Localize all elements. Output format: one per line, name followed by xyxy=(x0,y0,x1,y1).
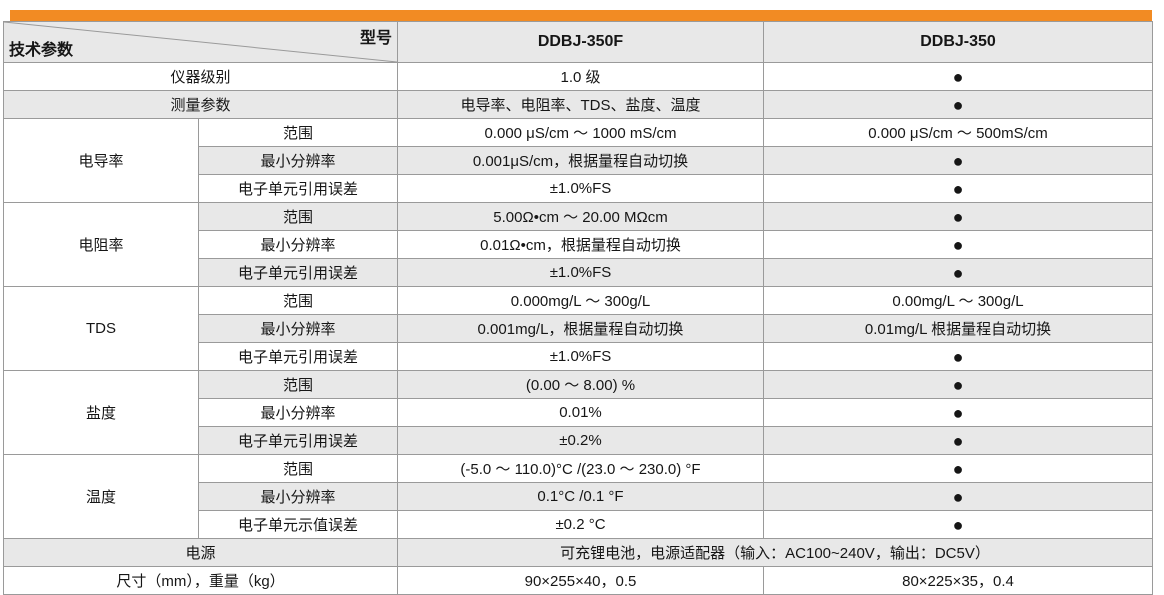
group-label-cell: 温度 xyxy=(3,454,199,539)
spec-cell: 电子单元引用误差 xyxy=(198,258,398,287)
group-label-cell: 盐度 xyxy=(3,370,199,455)
spec-cell: ● xyxy=(763,62,1153,91)
group-label-cell: TDS xyxy=(3,286,199,371)
table-row: 电子单元引用误差 ±0.2% ● xyxy=(4,426,1153,455)
spec-cell: 0.000 μS/cm ～ 500mS/cm xyxy=(763,118,1153,147)
spec-cell: 电子单元示值误差 xyxy=(198,510,398,539)
spec-cell: 范围 xyxy=(198,118,398,147)
table-row: 电阻率 范围 5.00Ω•cm ～ 20.00 MΩcm ● xyxy=(3,202,1153,287)
spec-cell: ● xyxy=(763,398,1153,427)
spec-cell: 最小分辨率 xyxy=(198,398,398,427)
spec-cell: ±1.0%FS xyxy=(397,258,764,287)
diagonal-divider xyxy=(4,22,397,62)
table-row: 尺寸（mm），重量（kg） 90×255×40，0.5 80×225×35，0.4 xyxy=(3,566,1153,595)
spec-cell: 0.001μS/cm，根据量程自动切换 xyxy=(397,146,764,175)
table-row: 电导率 范围 0.000 μS/cm ～ 1000 mS/cm 0.000 μS/cm… xyxy=(3,118,1153,203)
spec-cell: ● xyxy=(763,342,1153,371)
spec-cell: 电子单元引用误差 xyxy=(198,342,398,371)
spec-sheet: 型号 技术参数 DDBJ-350F DDBJ-350 仪器级别 1.0 级 ● 测量参… xyxy=(3,10,1153,595)
merged-label-cell: 可充锂电池，电源适配器（输入：AC100~240V，输出：DC5V） xyxy=(397,538,1153,567)
table-row: 盐度 范围 (0.00 ～ 8.00) % ● xyxy=(3,370,1153,455)
column-header-ddbj-350: DDBJ-350 xyxy=(763,21,1153,63)
merged-label-cell: 电源 xyxy=(3,538,398,567)
spec-cell: 0.000mg/L ～ 300g/L xyxy=(397,286,764,315)
merged-label-cell: 仪器级别 xyxy=(3,62,398,91)
spec-table-body: 仪器级别 1.0 级 ● 测量参数 电导率、电阻率、TDS、盐度、温度 ● 电导率 范围 0.0… xyxy=(3,62,1153,595)
spec-cell: ● xyxy=(763,258,1153,287)
table-row: 最小分辨率 0.001mg/L，根据量程自动切换 0.01mg/L 根据量程自动切换 xyxy=(4,314,1153,343)
group-label-cell: 电导率 xyxy=(3,118,199,203)
table-row: 温度 范围 (-5.0 ～ 110.0)°C /(23.0 ～ 230.0) °F ● xyxy=(3,454,1153,539)
spec-cell: 最小分辨率 xyxy=(198,230,398,259)
spec-cell: ● xyxy=(763,510,1153,539)
table-row: 电子单元引用误差 ±1.0%FS ● xyxy=(4,258,1153,287)
spec-cell: 最小分辨率 xyxy=(198,314,398,343)
spec-cell: 5.00Ω•cm ～ 20.00 MΩcm xyxy=(397,202,764,231)
spec-cell: 电子单元引用误差 xyxy=(198,426,398,455)
corner-header-cell: 型号 技术参数 xyxy=(3,21,398,63)
spec-cell: 0.01mg/L 根据量程自动切换 xyxy=(763,314,1153,343)
spec-cell: ±0.2% xyxy=(397,426,764,455)
spec-cell: 90×255×40，0.5 xyxy=(397,566,764,595)
spec-cell: ● xyxy=(763,454,1153,483)
spec-cell: ±0.2 °C xyxy=(397,510,764,539)
spec-cell: ● xyxy=(763,146,1153,175)
spec-cell: 80×225×35，0.4 xyxy=(763,566,1153,595)
spec-cell: 0.01% xyxy=(397,398,764,427)
spec-cell: 范围 xyxy=(198,202,398,231)
spec-cell: ±1.0%FS xyxy=(397,174,764,203)
spec-cell: 0.001mg/L，根据量程自动切换 xyxy=(397,314,764,343)
spec-cell: 0.00mg/L ～ 300g/L xyxy=(763,286,1153,315)
accent-bar xyxy=(10,10,1152,21)
spec-cell: 范围 xyxy=(198,370,398,399)
spec-cell: ±1.0%FS xyxy=(397,342,764,371)
spec-cell: 范围 xyxy=(198,454,398,483)
spec-cell: (0.00 ～ 8.00) % xyxy=(397,370,764,399)
group-label-cell: 电阻率 xyxy=(3,202,199,287)
spec-cell: 电子单元引用误差 xyxy=(198,174,398,203)
spec-cell: ● xyxy=(763,230,1153,259)
spec-cell: ● xyxy=(763,426,1153,455)
spec-cell: 最小分辨率 xyxy=(198,146,398,175)
spec-cell: ● xyxy=(763,482,1153,511)
spec-cell: (-5.0 ～ 110.0)°C /(23.0 ～ 230.0) °F xyxy=(397,454,764,483)
column-header-ddbj-350f: DDBJ-350F xyxy=(397,21,764,63)
table-row: TDS 范围 0.000mg/L ～ 300g/L 0.00mg/L ～ 300g/L xyxy=(3,286,1153,371)
merged-label-cell: 尺寸（mm），重量（kg） xyxy=(3,566,398,595)
table-row: 电源 可充锂电池，电源适配器（输入：AC100~240V，输出：DC5V） xyxy=(3,538,1153,567)
spec-cell: 电导率、电阻率、TDS、盐度、温度 xyxy=(397,90,764,119)
table-row: 仪器级别 1.0 级 ● xyxy=(3,62,1153,91)
table-row: 测量参数 电导率、电阻率、TDS、盐度、温度 ● xyxy=(3,90,1153,119)
spec-cell: 范围 xyxy=(198,286,398,315)
merged-label-cell: 测量参数 xyxy=(3,90,398,119)
header-row: 型号 技术参数 DDBJ-350F DDBJ-350 xyxy=(3,21,1153,63)
spec-cell: 0.01Ω•cm，根据量程自动切换 xyxy=(397,230,764,259)
spec-cell: 0.000 μS/cm ～ 1000 mS/cm xyxy=(397,118,764,147)
corner-label-model: 型号 xyxy=(359,30,392,47)
spec-cell: ● xyxy=(763,90,1153,119)
spec-cell: ● xyxy=(763,370,1153,399)
spec-table: 型号 技术参数 DDBJ-350F DDBJ-350 仪器级别 1.0 级 ● 测量参… xyxy=(3,21,1153,595)
spec-cell: 1.0 级 xyxy=(397,62,764,91)
corner-label-tech-params: 技术参数 xyxy=(9,42,74,59)
table-row: 最小分辨率 0.01Ω•cm，根据量程自动切换 ● xyxy=(4,230,1153,259)
spec-cell: ● xyxy=(763,174,1153,203)
spec-cell: ● xyxy=(763,202,1153,231)
spec-cell: 0.1°C /0.1 °F xyxy=(397,482,764,511)
spec-cell: 最小分辨率 xyxy=(198,482,398,511)
table-row: 电子单元引用误差 ±1.0%FS ● xyxy=(4,174,1153,203)
table-row: 电子单元示值误差 ±0.2 °C ● xyxy=(4,510,1153,539)
